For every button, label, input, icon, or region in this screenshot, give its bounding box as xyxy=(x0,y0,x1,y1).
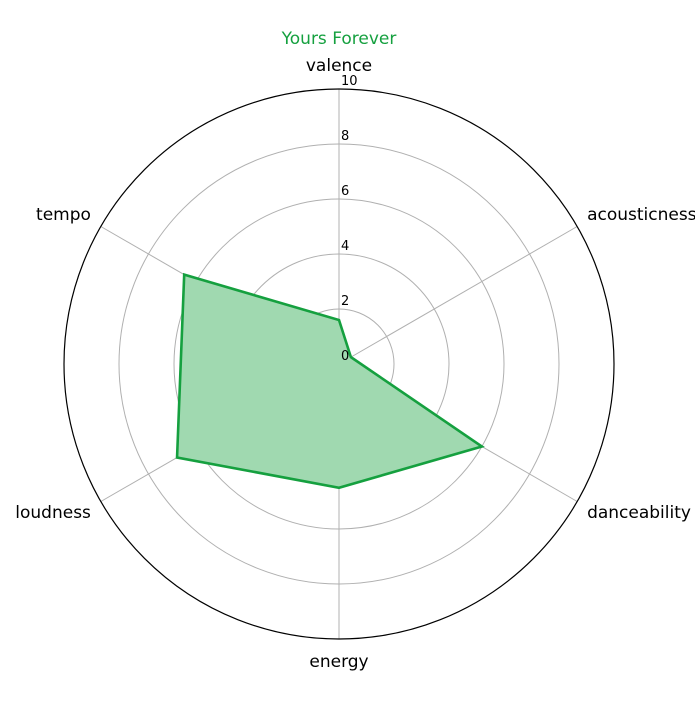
radar-axis-labels: valence acousticness danceability energy lou… xyxy=(15,56,695,672)
tick-label-6: 6 xyxy=(341,184,349,199)
radar-series xyxy=(175,272,485,490)
tick-label-0: 0 xyxy=(341,349,349,364)
axis-label-acousticness: acousticness xyxy=(587,205,695,225)
series-line xyxy=(175,272,485,490)
outer-ring xyxy=(63,88,615,640)
axis-label-valence: valence xyxy=(306,56,372,76)
radar-tick-labels: 0 2 4 6 8 10 xyxy=(341,74,358,364)
tick-label-2: 2 xyxy=(341,294,349,309)
axis-label-tempo: tempo xyxy=(36,205,91,225)
chart-title: Yours Forever xyxy=(281,29,397,49)
spoke-acousticness xyxy=(338,226,578,365)
axis-label-danceability: danceability xyxy=(587,503,691,523)
tick-label-10: 10 xyxy=(341,74,358,89)
axis-label-energy: energy xyxy=(309,652,368,672)
axis-label-loudness: loudness xyxy=(15,503,91,523)
tick-label-8: 8 xyxy=(341,129,349,144)
series-area xyxy=(177,274,482,488)
tick-label-4: 4 xyxy=(341,239,349,254)
